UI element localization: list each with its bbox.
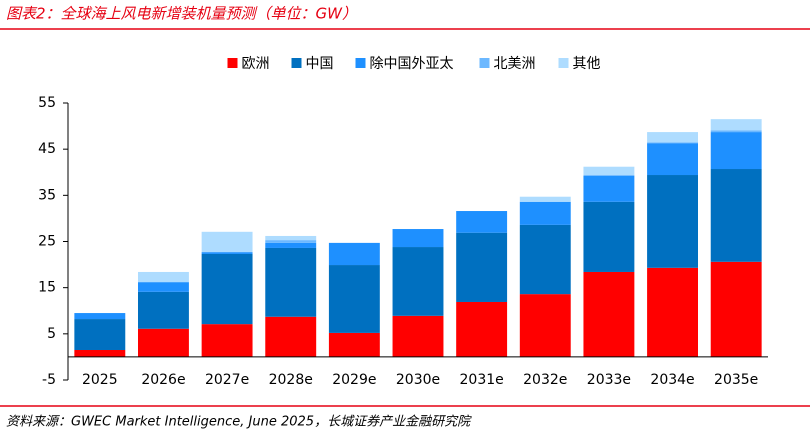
bar-segment — [456, 232, 508, 302]
bar-segment — [710, 261, 762, 357]
x-tick-label: 2029e — [332, 372, 376, 388]
x-tick-label: 2026e — [141, 372, 185, 388]
legend-swatch — [355, 58, 366, 68]
bar-segment — [519, 294, 571, 357]
y-tick-label: 45 — [38, 141, 56, 157]
bar-segment — [328, 265, 380, 333]
bar-segment — [74, 313, 126, 320]
y-tick-label: 35 — [38, 187, 56, 203]
bar-segment — [138, 291, 189, 329]
bar-segment — [265, 240, 317, 243]
y-tick-label: -5 — [42, 372, 56, 388]
bar-segment — [265, 242, 317, 248]
x-tick-label: 2034e — [650, 372, 694, 388]
bar-segment — [392, 247, 444, 316]
bar-segment — [710, 132, 762, 170]
bar-segment — [583, 271, 635, 357]
x-tick-label: 2030e — [396, 372, 440, 388]
bar-segment — [265, 316, 317, 357]
bar-segment — [710, 130, 762, 133]
bar-segment — [519, 224, 571, 295]
legend-label: 其他 — [573, 56, 601, 72]
bar-segment — [710, 119, 762, 131]
bar-segment — [74, 349, 126, 357]
bar-segment — [138, 282, 189, 292]
bar-segment — [328, 332, 380, 357]
bar-segment — [647, 267, 698, 357]
bar-segment — [201, 253, 253, 325]
bar-segment — [265, 247, 317, 317]
chart-title: 图表2：全球海上风电新增装机量预测（单位：GW） — [6, 5, 357, 23]
bar-segment — [138, 271, 189, 283]
x-tick-label: 2035e — [714, 372, 758, 388]
legend-label: 欧洲 — [242, 56, 270, 72]
x-tick-label: 2032e — [523, 372, 567, 388]
bar-segment — [583, 175, 635, 202]
bar-segment — [583, 201, 635, 272]
legend: 欧洲 中国 除中国外亚太 北美洲 其他 — [227, 56, 601, 72]
bar-segment — [519, 201, 571, 225]
bar-segment — [392, 315, 444, 357]
x-tick-label: 2033e — [587, 372, 631, 388]
legend-swatch — [291, 58, 302, 68]
bar-segment — [456, 211, 508, 233]
legend-label: 中国 — [306, 56, 334, 72]
legend-label: 除中国外亚太 — [370, 56, 454, 72]
y-tick-label: 15 — [38, 280, 56, 296]
bar-segment — [519, 196, 571, 202]
bar-segment — [647, 143, 698, 176]
y-tick-label: 55 — [38, 95, 56, 111]
bar-segment — [647, 132, 698, 143]
y-tick-label: 25 — [38, 234, 56, 250]
bar-segment — [201, 324, 253, 357]
bar-segment — [710, 169, 762, 262]
x-tick-label: 2028e — [269, 372, 313, 388]
legend-label: 北美洲 — [494, 56, 536, 72]
bar-segment — [647, 142, 698, 144]
x-tick-label: 2031e — [460, 372, 504, 388]
y-tick-label: 5 — [47, 326, 56, 342]
bar-segment — [392, 229, 444, 248]
bar-segment — [201, 252, 253, 254]
legend-swatch — [227, 58, 238, 68]
bar-segment — [138, 328, 189, 357]
legend-swatch — [479, 58, 490, 68]
source: 资料来源：GWEC Market Intelligence, June 2025… — [6, 414, 472, 430]
bar-segment — [583, 175, 635, 176]
bar-segment — [74, 319, 126, 350]
bar-segment — [647, 175, 698, 268]
legend-swatch — [558, 58, 569, 68]
x-tick-label: 2027e — [205, 372, 249, 388]
x-tick-label: 2025 — [82, 372, 118, 388]
bar-segment — [328, 242, 380, 266]
bar-segment — [265, 235, 317, 241]
bar-segment — [456, 301, 508, 357]
bar-segment — [583, 166, 635, 176]
bar-segment — [201, 231, 253, 253]
